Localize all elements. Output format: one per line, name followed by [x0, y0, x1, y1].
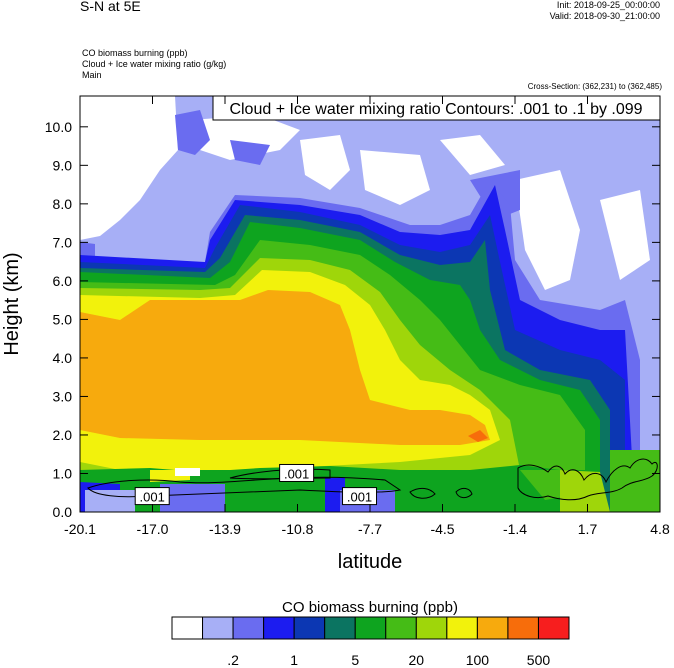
contour-labels: .001 .001 .001 — [134, 463, 378, 506]
field-region-white-edge — [600, 190, 650, 280]
colorbar-tick-label: 5 — [351, 652, 359, 668]
y-tick-label: 9.0 — [53, 157, 73, 173]
y-tick-label: 0.0 — [53, 504, 73, 520]
contour-label: .001 — [134, 487, 170, 506]
contour-label: .001 — [342, 487, 378, 506]
colorbar-tick-label: 500 — [527, 652, 551, 668]
contour-label-text: .001 — [284, 466, 309, 481]
x-tick-label: -17.0 — [137, 521, 169, 537]
colorbar-swatch — [537, 616, 570, 640]
x-tick-label: 4.8 — [650, 521, 670, 537]
cloud-contour-4 — [517, 458, 658, 501]
colorbar-swatch — [415, 616, 448, 640]
y-tick-label: 6.0 — [53, 273, 73, 289]
y-tick-label: 1.0 — [53, 465, 73, 481]
x-axis-title: latitude — [338, 551, 403, 573]
colorbar-swatch — [232, 616, 265, 640]
colorbar-swatch — [446, 616, 478, 640]
field-region-white-right — [440, 135, 505, 175]
colorbar-swatch — [476, 616, 509, 640]
y-axis: 0.0 1.0 2.0 3.0 4.0 5.0 6.0 7.0 8.0 9.0 10.0 — [45, 119, 660, 520]
field-region-white-mid2 — [360, 150, 430, 205]
x-axis: -20.1 -17.0 -13.9 -10.8 -7.7 -4.5 -1.4 1.7 4.8 — [64, 96, 670, 537]
colorbar-tick-label: 1 — [290, 652, 298, 668]
field-region-white-mid — [300, 135, 350, 190]
y-tick-label: 2.0 — [53, 427, 73, 443]
main-title: S-N at 5E — [80, 0, 141, 14]
field-region-mid-blue-2 — [230, 140, 270, 165]
y-tick-label: 7.0 — [53, 234, 73, 250]
field-region-red-orange — [468, 430, 488, 442]
colorbar — [171, 616, 570, 640]
colorbar-tick-label: 20 — [409, 652, 425, 668]
field-label-main: Main — [82, 70, 102, 80]
cloud-contour-2 — [229, 468, 331, 480]
contour-annotation-box — [212, 95, 661, 121]
cloud-contour-3 — [409, 487, 436, 499]
colorbar-swatch — [354, 616, 387, 640]
contour-annotation: Cloud + Ice water mixing ratio Contours:… — [229, 101, 642, 118]
colorbar-title: CO biomass burning (ppb) — [282, 599, 458, 616]
y-tick-label: 8.0 — [53, 196, 73, 212]
x-tick-label: -10.8 — [282, 521, 314, 537]
colorbar-swatch — [507, 616, 539, 640]
colorbar-ticks: .2 1 5 20 100 500 — [227, 652, 550, 668]
field-label-co: CO biomass burning (ppb) — [82, 48, 188, 58]
x-tick-label: 1.7 — [578, 521, 598, 537]
colorbar-tick-label: 100 — [466, 652, 490, 668]
field-region-surface-blue-2 — [160, 484, 225, 512]
x-tick-label: -4.5 — [430, 521, 454, 537]
field-region-surface-yellow-green — [560, 470, 610, 512]
y-tick-label: 10.0 — [45, 119, 72, 135]
field-region-white-far-right — [515, 170, 580, 290]
colorbar-swatch — [171, 616, 204, 640]
field-region-mid-blue-1 — [175, 110, 210, 155]
valid-time: Valid: 2018-09-30_21:00:00 — [549, 11, 660, 21]
contour-label-box — [279, 463, 315, 482]
field-region-white-left — [80, 96, 178, 240]
contour-label-text: .001 — [347, 490, 372, 505]
colorbar-swatch — [263, 616, 295, 640]
contour-label: .001 — [279, 463, 315, 482]
co-field — [80, 96, 660, 512]
colorbar-swatch — [293, 616, 326, 640]
x-tick-label: -13.9 — [209, 521, 241, 537]
y-tick-label: 4.0 — [53, 350, 73, 366]
colorbar-swatch — [324, 616, 356, 640]
field-region-surface-white — [175, 468, 200, 476]
x-tick-label: -1.4 — [503, 521, 527, 537]
contour-label-text: .001 — [140, 490, 165, 505]
field-region-orange — [80, 290, 490, 445]
y-tick-label: 3.0 — [53, 388, 73, 404]
y-tick-label: 5.0 — [53, 311, 73, 327]
cross-section-label: Cross-Section: (362,231) to (362,485) — [527, 82, 662, 91]
colorbar-swatch — [385, 616, 417, 640]
field-region-surface-right — [610, 450, 660, 512]
contour-label-box — [342, 487, 378, 506]
cloud-contour-5 — [455, 487, 473, 499]
field-label-cloud: Cloud + Ice water mixing ratio (g/kg) — [82, 59, 227, 69]
x-tick-label: -20.1 — [64, 521, 96, 537]
colorbar-tick-label: .2 — [227, 652, 239, 668]
colorbar-swatch — [202, 616, 234, 640]
init-time: Init: 2018-09-25_00:00:00 — [556, 0, 660, 10]
y-axis-title: Height (km) — [1, 252, 23, 355]
x-tick-label: -7.7 — [358, 521, 382, 537]
field-region-surface-light-blue — [85, 490, 135, 512]
field-region-white-top — [190, 115, 300, 160]
